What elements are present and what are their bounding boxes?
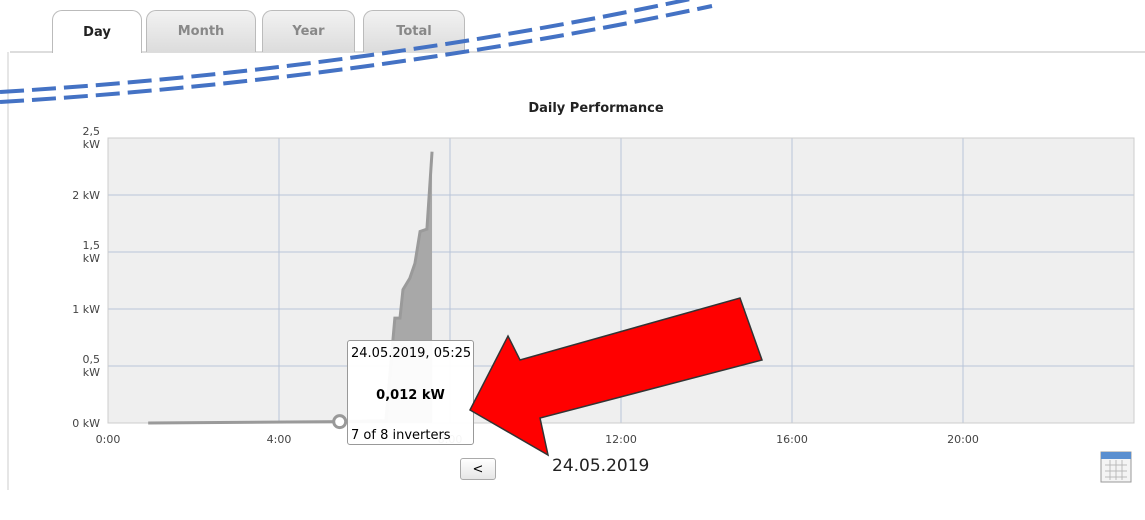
x-tick-label: 20:00 <box>947 433 979 446</box>
tab-month[interactable]: Month <box>146 10 256 52</box>
tab-year[interactable]: Year <box>262 10 355 52</box>
y-tick-label: 1 kW <box>72 302 100 316</box>
x-tick-label: 4:00 <box>266 433 292 446</box>
tooltip-title: 24.05.2019, 05:25 <box>351 346 472 361</box>
tooltip-inverters: 7 of 8 inverters <box>351 428 451 443</box>
grid <box>107 137 1135 424</box>
prev-button[interactable]: < <box>460 458 496 480</box>
chart-title: Daily Performance <box>528 101 664 116</box>
hover-marker <box>332 414 348 430</box>
y-tick-label: 0,5 kW <box>82 353 101 379</box>
y-tick-label: 0 kW <box>72 416 100 430</box>
y-tick-label: 1,5 kW <box>82 239 101 265</box>
y-tick-label: 2,5 kW <box>82 125 101 151</box>
tooltip-value: 0,012 kW <box>376 388 445 403</box>
tab-total[interactable]: Total <box>363 10 465 52</box>
x-tick-label: 12:00 <box>605 433 637 446</box>
y-tick-label: 2 kW <box>72 188 100 202</box>
tooltip: 24.05.2019, 05:25 0,012 kW 7 of 8 invert… <box>347 340 474 445</box>
x-tick-label: 0:00 <box>95 433 121 446</box>
date-label: 24.05.2019 <box>552 456 650 476</box>
tab-day[interactable]: Day <box>52 10 142 53</box>
x-tick-label: 16:00 <box>776 433 808 446</box>
